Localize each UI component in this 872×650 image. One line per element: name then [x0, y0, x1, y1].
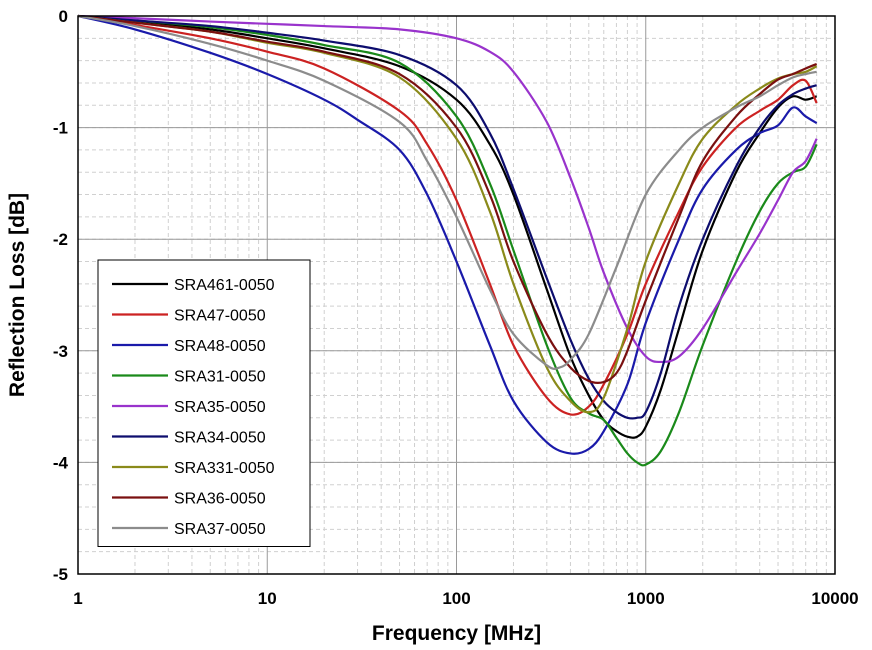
- legend-label: SRA34-0050: [174, 430, 266, 447]
- x-axis-title: Frequency [MHz]: [372, 622, 541, 645]
- series-line-SRA34-0050: [77, 14, 817, 420]
- series-line-SRA31-0050: [77, 14, 818, 467]
- legend-label: SRA461-0050: [174, 277, 275, 294]
- series-line-SRA47-0050: [77, 14, 818, 416]
- y-tick-label: -5: [53, 565, 68, 584]
- series-line-SRA35-0050: [77, 14, 818, 364]
- series-line-SRA48-0050: [77, 14, 818, 455]
- y-tick-label: -4: [53, 453, 69, 472]
- legend-box: [97, 259, 311, 547]
- y-tick-label: -1: [53, 119, 68, 138]
- x-tick-label: 100: [442, 589, 470, 608]
- y-axis-title: Reflection Loss [dB]: [6, 193, 29, 397]
- y-tick-label: 0: [59, 7, 68, 26]
- series-lines: [77, 14, 818, 467]
- x-tick-label: 1000: [627, 589, 665, 608]
- x-tick-labels: 1 10 100 1000 10000: [73, 589, 858, 608]
- series-line-SRA36-0050: [77, 14, 818, 385]
- x-tick-label: 10: [258, 589, 277, 608]
- y-tick-label: -2: [53, 230, 68, 249]
- legend-label: SRA35-0050: [174, 399, 266, 416]
- y-tick-labels: 0 -1 -2 -3 -4 -5: [53, 7, 69, 584]
- legend-label: SRA37-0050: [174, 521, 266, 538]
- x-tick-label: 1: [73, 589, 82, 608]
- x-tick-label: 10000: [811, 589, 858, 608]
- legend: SRA461-0050 SRA47-0050 SRA48-0050 SRA31-005…: [97, 259, 311, 547]
- legend-label: SRA331-0050: [174, 460, 275, 477]
- plot-frame: [77, 15, 836, 575]
- series-line-SRA37-0050: [77, 14, 817, 370]
- legend-label: SRA31-0050: [174, 369, 266, 386]
- legend-label: SRA48-0050: [174, 338, 266, 355]
- legend-label: SRA47-0050: [174, 308, 266, 325]
- legend-label: SRA36-0050: [174, 491, 266, 508]
- y-tick-label: -3: [53, 342, 68, 361]
